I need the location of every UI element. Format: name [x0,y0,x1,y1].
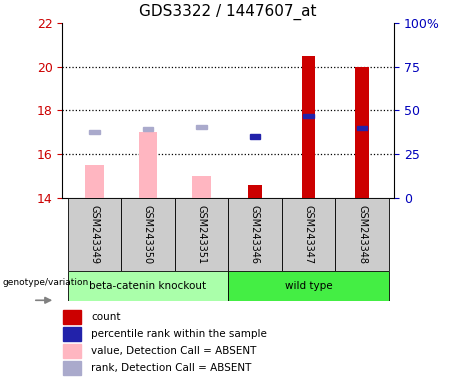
FancyBboxPatch shape [228,198,282,271]
Text: count: count [91,312,120,322]
Bar [355,67,369,198]
Bar [138,132,157,198]
Text: GSM243347: GSM243347 [303,205,313,264]
FancyBboxPatch shape [121,198,175,271]
Bar [142,127,153,131]
FancyBboxPatch shape [68,198,121,271]
Bar [192,176,211,198]
Bar [63,310,81,324]
FancyBboxPatch shape [335,198,389,271]
Bar [89,130,100,134]
Text: rank, Detection Call = ABSENT: rank, Detection Call = ABSENT [91,363,251,373]
Text: wild type: wild type [285,281,332,291]
FancyBboxPatch shape [228,271,389,301]
FancyBboxPatch shape [68,271,228,301]
Bar [85,165,104,198]
Text: GSM243350: GSM243350 [143,205,153,264]
Title: GDS3322 / 1447607_at: GDS3322 / 1447607_at [139,4,317,20]
Bar [63,327,81,341]
Bar [196,124,207,129]
Text: GSM243349: GSM243349 [89,205,100,264]
FancyBboxPatch shape [282,198,335,271]
Bar [248,185,262,198]
Bar [63,361,81,375]
Bar [63,344,81,358]
Text: percentile rank within the sample: percentile rank within the sample [91,329,267,339]
Text: beta-catenin knockout: beta-catenin knockout [89,281,207,291]
Bar [303,114,314,118]
Bar [357,126,367,130]
Text: GSM243351: GSM243351 [196,205,207,264]
Text: GSM243346: GSM243346 [250,205,260,264]
Text: genotype/variation: genotype/variation [3,278,89,287]
FancyBboxPatch shape [175,198,228,271]
Bar [302,56,315,198]
Text: value, Detection Call = ABSENT: value, Detection Call = ABSENT [91,346,256,356]
Bar [249,134,260,139]
Text: GSM243348: GSM243348 [357,205,367,264]
